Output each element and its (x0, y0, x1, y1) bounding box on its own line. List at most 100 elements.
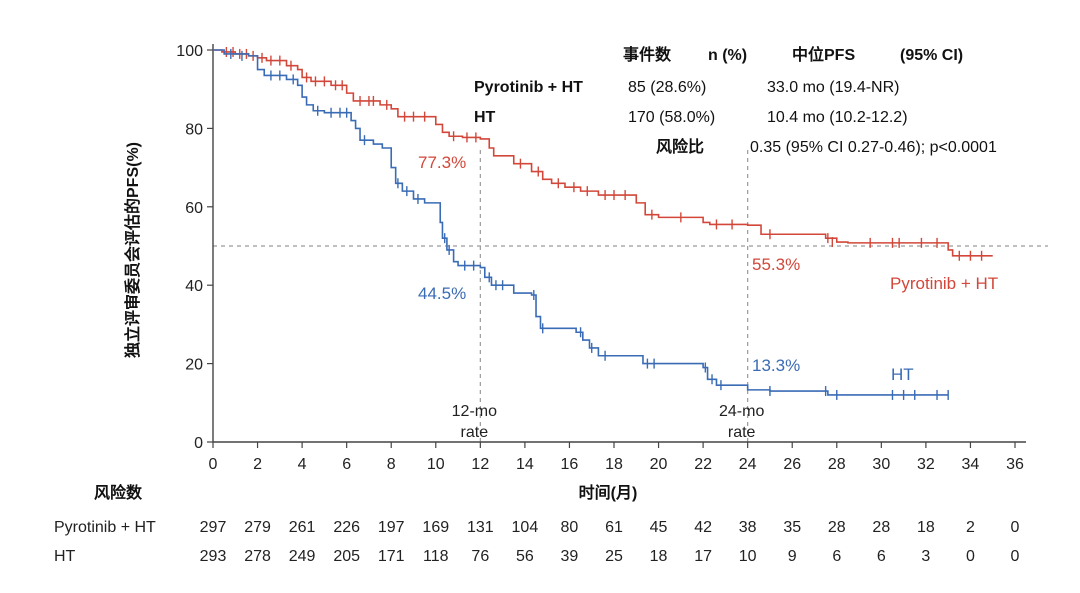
risk-count: 171 (378, 548, 405, 565)
x-tick-label: 0 (209, 456, 218, 473)
hazard-ratio-value: 0.35 (95% CI 0.27-0.46); p<0.0001 (750, 139, 997, 156)
rate-annotation: 77.3% (418, 153, 466, 172)
legend-row-median: 10.4 mo (10.2-12.2) (767, 109, 908, 126)
x-tick-label: 14 (516, 456, 534, 473)
risk-count: 42 (694, 519, 712, 536)
x-tick-label: 8 (387, 456, 396, 473)
rate-annotation: 55.3% (752, 255, 800, 274)
risk-row-name: HT (54, 548, 76, 565)
risk-count: 56 (516, 548, 534, 565)
legend-row-name: HT (474, 109, 496, 126)
legend-row-n: 85 (28.6%) (628, 79, 706, 96)
x-tick-label: 16 (561, 456, 579, 473)
risk-count: 226 (333, 519, 360, 536)
risk-count: 169 (422, 519, 449, 536)
risk-table: 风险数 Pyrotinib + HT 297 279 261 226 197 169 131 1… (54, 483, 1020, 565)
risk-count: 279 (244, 519, 271, 536)
x-tick-label: 20 (650, 456, 668, 473)
legend-header-ci: (95% CI) (900, 47, 963, 64)
risk-count: 197 (378, 519, 405, 536)
chart-labels: 77.3% 44.5% 55.3% 13.3% 12-mo rate 24-mo rate Py… (418, 153, 998, 441)
reference-lines (213, 150, 1048, 442)
x-tick-label: 10 (427, 456, 445, 473)
landmark-label-line2: rate (728, 424, 756, 441)
risk-count: 297 (200, 519, 227, 536)
risk-count: 0 (966, 548, 975, 565)
series-label: HT (891, 365, 914, 384)
risk-count: 261 (289, 519, 316, 536)
risk-count: 0 (1011, 548, 1020, 565)
risk-count: 28 (872, 519, 890, 536)
risk-count: 18 (650, 548, 668, 565)
x-tick-label: 24 (739, 456, 757, 473)
risk-count: 249 (289, 548, 316, 565)
x-tick-label: 6 (342, 456, 351, 473)
risk-count: 10 (739, 548, 757, 565)
risk-count: 293 (200, 548, 227, 565)
survival-curves (213, 46, 993, 400)
risk-count: 18 (917, 519, 935, 536)
risk-count: 0 (1011, 519, 1020, 536)
risk-count: 6 (877, 548, 886, 565)
risk-count: 45 (650, 519, 668, 536)
risk-count: 17 (694, 548, 712, 565)
y-tick-label: 40 (185, 278, 203, 295)
legend-row-n: 170 (58.0%) (628, 109, 715, 126)
y-tick-label: 80 (185, 121, 203, 138)
landmark-label-line1: 24-mo (719, 403, 764, 420)
x-tick-label: 2 (253, 456, 262, 473)
y-tick-label: 20 (185, 357, 203, 374)
rate-annotation: 13.3% (752, 356, 800, 375)
risk-count: 80 (561, 519, 579, 536)
legend-row-median: 33.0 mo (19.4-NR) (767, 79, 900, 96)
hazard-ratio-label: 风险比 (656, 137, 704, 156)
risk-count: 61 (605, 519, 623, 536)
risk-count: 28 (828, 519, 846, 536)
x-tick-label: 22 (694, 456, 712, 473)
risk-count: 39 (561, 548, 579, 565)
risk-count: 25 (605, 548, 623, 565)
y-axis-label: 独立评审委员会评估的PFS(%) (123, 142, 142, 358)
legend-row-name: Pyrotinib + HT (474, 79, 583, 96)
risk-count: 9 (788, 548, 797, 565)
x-tick-label: 12 (471, 456, 489, 473)
risk-count: 35 (783, 519, 801, 536)
risk-count: 2 (966, 519, 975, 536)
risk-count: 38 (739, 519, 757, 536)
risk-count: 3 (921, 548, 930, 565)
x-tick-label: 28 (828, 456, 846, 473)
survival-curve (213, 49, 993, 257)
y-tick-label: 0 (194, 435, 203, 452)
risk-count: 118 (423, 548, 449, 565)
landmark-label-line2: rate (461, 424, 489, 441)
x-tick-label: 4 (298, 456, 307, 473)
risk-table-title: 风险数 (94, 483, 143, 502)
y-tick-label: 60 (185, 200, 203, 217)
x-tick-label: 26 (783, 456, 801, 473)
survival-curve (213, 49, 949, 396)
legend-header-median: 中位PFS (792, 45, 855, 64)
legend-header-n: n (%) (708, 47, 747, 64)
x-tick-label: 30 (872, 456, 890, 473)
y-tick-label: 100 (176, 43, 203, 60)
x-tick-label: 36 (1006, 456, 1024, 473)
x-tick-label: 32 (917, 456, 935, 473)
series-label: Pyrotinib + HT (890, 274, 998, 293)
landmark-label-line1: 12-mo (452, 403, 497, 420)
x-tick-label: 34 (962, 456, 980, 473)
risk-row-name: Pyrotinib + HT (54, 519, 156, 536)
risk-count: 131 (467, 519, 494, 536)
x-axis-label: 时间(月) (579, 483, 638, 502)
risk-count: 76 (471, 548, 489, 565)
legend-table: 事件数 n (%) 中位PFS (95% CI) Pyrotinib + HT … (474, 45, 997, 156)
risk-count: 6 (832, 548, 841, 565)
risk-count: 104 (512, 519, 539, 536)
legend-header-events: 事件数 (623, 45, 672, 64)
rate-annotation: 44.5% (418, 284, 466, 303)
x-tick-label: 18 (605, 456, 623, 473)
risk-count: 205 (333, 548, 360, 565)
risk-count: 278 (244, 548, 271, 565)
